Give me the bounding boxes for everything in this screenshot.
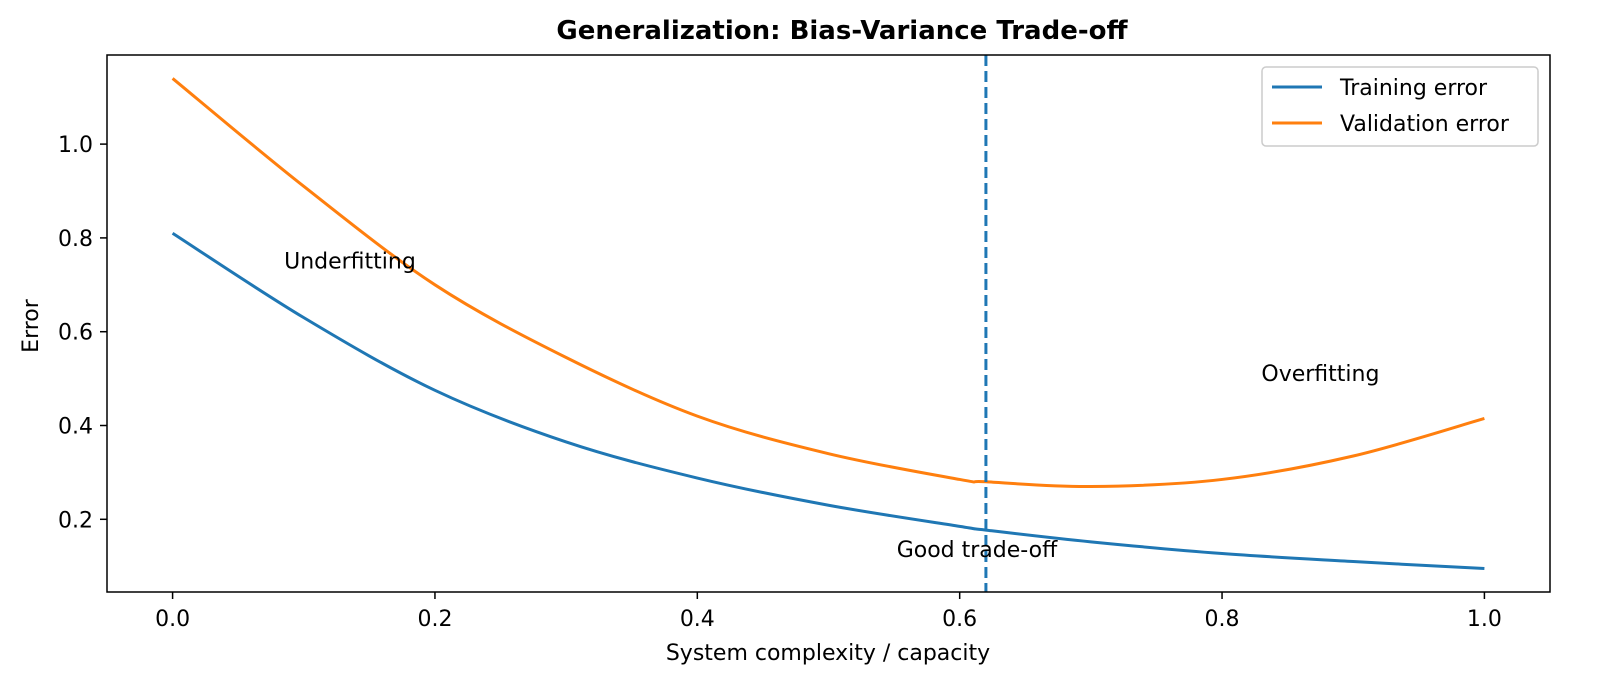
legend-label: Training error xyxy=(1339,76,1488,101)
annotation-layer: Underfitting Good trade-off Overfitting xyxy=(284,249,1379,562)
annotation-2: Overfitting xyxy=(1261,362,1379,387)
x-axis-ticks: 0.0 0.2 0.4 0.6 0.8 1.0 xyxy=(155,592,1502,632)
x-tick-label: 0.8 xyxy=(1205,607,1240,632)
series-line-validation-error xyxy=(171,77,1485,488)
y-axis-ticks: 0.2 0.4 0.6 0.8 1.0 xyxy=(58,133,107,533)
legend: Training error Validation error xyxy=(1261,66,1539,147)
plot-frame xyxy=(106,54,1551,593)
legend-box xyxy=(1261,66,1539,147)
annotation-0: Underfitting xyxy=(284,249,416,274)
y-tick-label: 1.0 xyxy=(58,133,93,158)
x-tick-label: 0.6 xyxy=(942,607,977,632)
x-tick-label: 1.0 xyxy=(1467,607,1502,632)
chart-title: Generalization: Bias-Variance Trade-off xyxy=(556,16,1128,46)
x-tick-label: 0.0 xyxy=(155,607,190,632)
y-tick-label: 0.2 xyxy=(58,508,93,533)
x-axis-label: System complexity / capacity xyxy=(666,641,990,666)
x-tick-label: 0.4 xyxy=(680,607,715,632)
y-tick-label: 0.6 xyxy=(58,321,93,346)
series-line-training-error xyxy=(171,231,1485,571)
y-tick-label: 0.4 xyxy=(58,415,93,440)
series-layer xyxy=(171,55,1485,592)
legend-label: Validation error xyxy=(1340,112,1510,137)
annotation-1: Good trade-off xyxy=(897,538,1058,563)
y-tick-label: 0.8 xyxy=(58,227,93,252)
y-axis-label: Error xyxy=(19,298,44,353)
x-tick-label: 0.2 xyxy=(417,607,452,632)
